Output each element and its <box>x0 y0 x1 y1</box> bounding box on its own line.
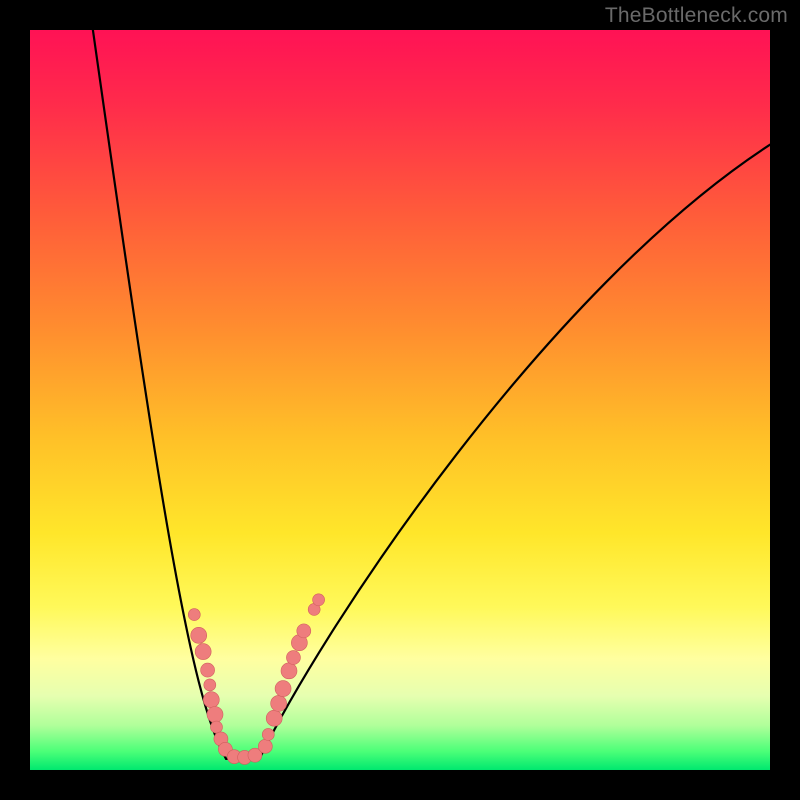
data-marker <box>313 594 325 606</box>
gradient-background <box>30 30 770 770</box>
chart-frame: TheBottleneck.com <box>0 0 800 800</box>
data-marker <box>275 681 291 697</box>
data-marker <box>207 707 223 723</box>
data-marker <box>201 663 215 677</box>
data-marker <box>204 679 216 691</box>
data-marker <box>271 695 287 711</box>
data-marker <box>281 663 297 679</box>
data-marker <box>188 609 200 621</box>
plot-area <box>30 30 770 770</box>
watermark-text: TheBottleneck.com <box>605 4 788 28</box>
data-marker <box>262 728 274 740</box>
data-marker <box>266 710 282 726</box>
data-marker <box>258 739 272 753</box>
data-marker <box>203 692 219 708</box>
chart-svg <box>30 30 770 770</box>
data-marker <box>286 651 300 665</box>
data-marker <box>210 721 222 733</box>
data-marker <box>191 627 207 643</box>
data-marker <box>297 624 311 638</box>
data-marker <box>195 644 211 660</box>
